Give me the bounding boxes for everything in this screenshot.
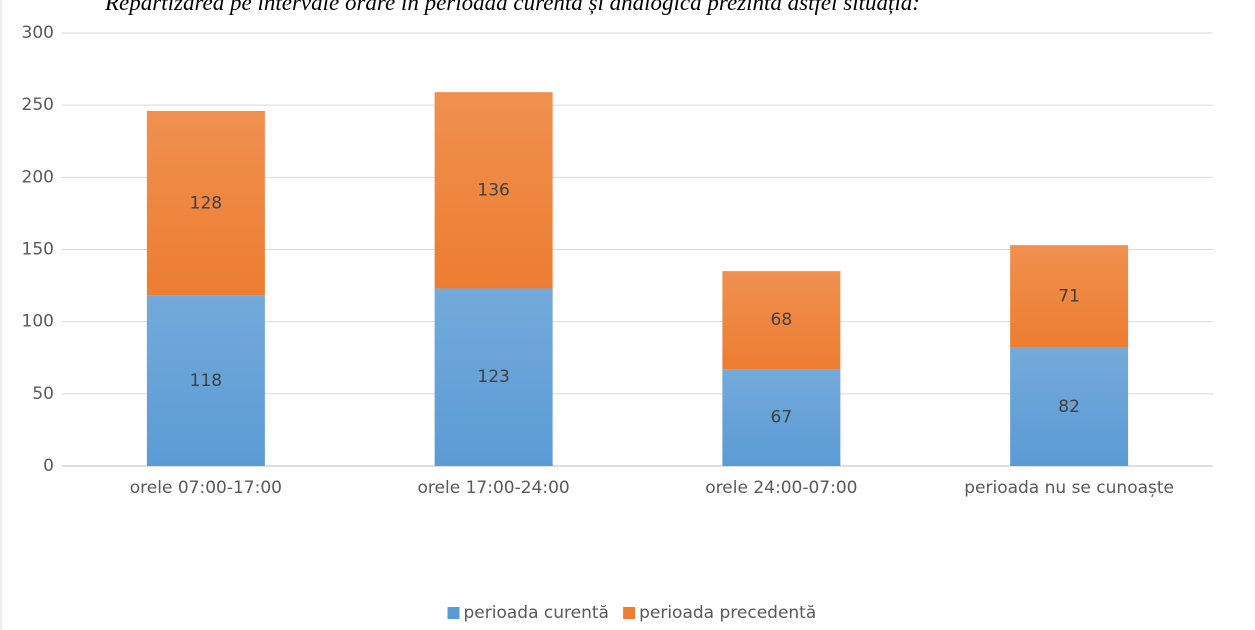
- bar-shade: [722, 271, 841, 370]
- chart-title: Repartizarea pe intervale orare în perio…: [104, 0, 920, 15]
- y-tick-label: 150: [22, 240, 54, 260]
- bar-shade: [434, 92, 553, 289]
- data-label: 136: [477, 180, 509, 200]
- data-label: 118: [190, 371, 222, 391]
- y-tick-label: 300: [22, 23, 54, 43]
- bar-shade: [434, 288, 553, 466]
- data-label: 123: [477, 367, 509, 387]
- data-label: 67: [771, 408, 793, 428]
- y-tick-label: 200: [22, 167, 54, 187]
- bar-shade: [722, 369, 841, 466]
- y-tick-label: 0: [43, 456, 54, 476]
- bar-shade: [1010, 347, 1129, 466]
- y-tick-label: 50: [32, 384, 54, 404]
- legend-label: perioada curentă: [464, 603, 609, 623]
- x-tick-label: orele 24:00-07:00: [705, 478, 857, 498]
- bar-shade: [146, 295, 265, 466]
- x-tick-label: orele 17:00-24:00: [418, 478, 570, 498]
- legend-swatch: [623, 607, 636, 619]
- x-tick-label: perioada nu se cunoaște: [964, 478, 1174, 498]
- data-label: 82: [1058, 397, 1080, 417]
- y-tick-label: 100: [22, 312, 54, 332]
- bar-shade: [1010, 245, 1129, 348]
- data-label: 128: [190, 193, 222, 213]
- bar-shade: [146, 110, 265, 296]
- data-label: 68: [771, 310, 793, 330]
- x-tick-label: orele 07:00-17:00: [130, 478, 282, 498]
- y-tick-label: 250: [22, 95, 54, 115]
- legend-swatch: [447, 607, 460, 619]
- legend-label: perioada precedentă: [639, 603, 816, 623]
- data-label: 71: [1058, 286, 1080, 306]
